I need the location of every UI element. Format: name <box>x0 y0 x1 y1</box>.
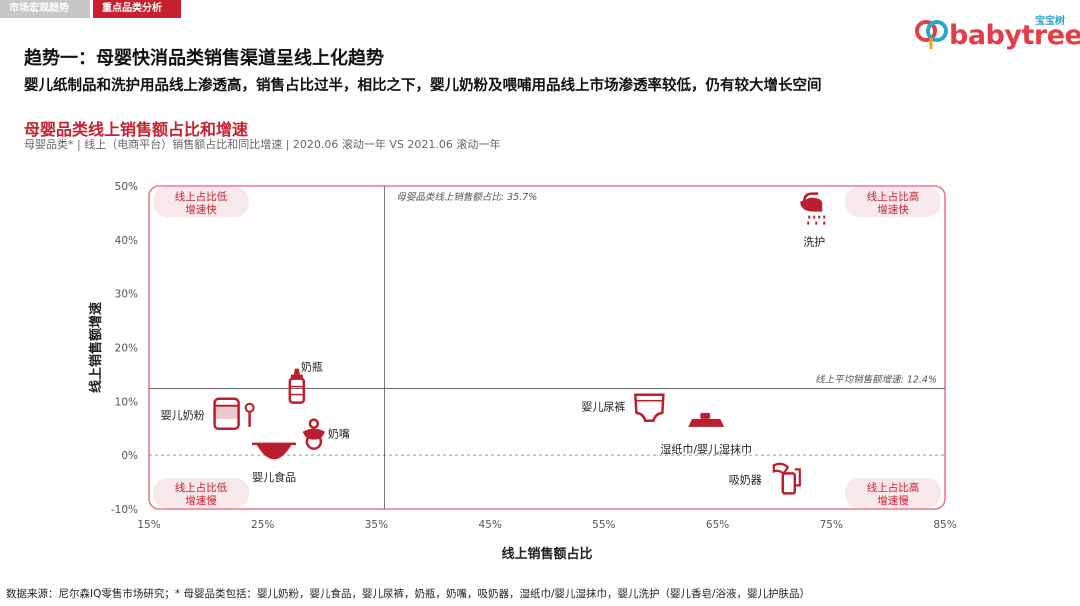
footer-source-note: 数据来源：尼尔森IQ零售市场研究；* 母婴品类包括：婴儿奶粉，婴儿食品，婴儿尿裤… <box>6 588 811 600</box>
top-tab-bar: 市场宏观趋势 重点品类分析 <box>0 0 181 18</box>
x-tick-label: 75% <box>820 519 843 531</box>
quadrant-label-line1: 线上占比低 <box>175 190 228 203</box>
formula-can-icon <box>213 397 255 431</box>
quadrant-pill-top-left <box>153 187 249 217</box>
wipes-icon <box>688 412 725 427</box>
x-tick-label: 65% <box>706 519 729 531</box>
data-point-label: 奶瓶 <box>301 360 323 374</box>
page-headline: 趋势一：母婴快消品类销售渠道呈线上化趋势 <box>24 48 384 69</box>
breast-pump-icon <box>772 462 801 495</box>
data-point-label: 婴儿食品 <box>252 470 296 484</box>
x-tick-label: 35% <box>365 519 388 531</box>
quadrant-label-line1: 线上占比高 <box>867 190 920 203</box>
x-tick-label: 45% <box>478 519 501 531</box>
tab-category-analysis[interactable]: 重点品类分析 <box>93 0 181 18</box>
x-tick-label: 55% <box>592 519 615 531</box>
quadrant-pill-bottom-left <box>153 478 249 508</box>
quadrant-frame <box>148 185 946 510</box>
y-tick-label: 30% <box>115 289 138 301</box>
reference-label-x: 母婴品类线上销售额占比: 35.7% <box>396 192 537 203</box>
x-axis-title: 线上销售额占比 <box>501 546 592 562</box>
quadrant-label-line1: 线上占比低 <box>175 481 228 494</box>
quadrant-pill-bottom-right <box>845 478 941 508</box>
x-tick-label: 25% <box>251 519 274 531</box>
babytree-logo-icon <box>915 20 948 49</box>
tab-market-trends[interactable]: 市场宏观趋势 <box>0 0 90 18</box>
data-point-label: 奶嘴 <box>328 427 350 441</box>
logo-wordmark: babytree <box>949 20 1080 51</box>
quadrant-label-line1: 线上占比高 <box>867 481 920 494</box>
chart-title: 母婴品类线上销售额占比和增速 <box>24 120 249 139</box>
y-tick-label: 40% <box>115 235 138 247</box>
y-tick-label: 0% <box>121 450 138 462</box>
y-tick-label: 10% <box>115 396 138 408</box>
logo-subtext: 宝宝树 <box>1035 16 1065 27</box>
quadrant-label-line2: 增速慢 <box>877 494 909 507</box>
diaper-icon <box>634 393 665 422</box>
page-subheadline: 婴儿纸制品和洗护用品线上渗透高，销售占比过半，相比之下，婴儿奶粉及喂哺用品线上市… <box>24 78 822 94</box>
y-tick-label: 50% <box>115 181 138 193</box>
quadrant-pill-top-right <box>845 187 941 217</box>
data-point-label: 吸奶器 <box>729 472 762 486</box>
pacifier-icon <box>302 418 325 450</box>
y-tick-label: 20% <box>115 343 138 355</box>
quadrant-label-line2: 增速快 <box>877 203 909 216</box>
x-tick-label: 15% <box>137 519 160 531</box>
babytree-logo: babytree 宝宝树 <box>915 12 1080 56</box>
data-point-label: 婴儿尿裤 <box>581 400 625 414</box>
data-point-label: 湿纸巾/婴儿湿抹巾 <box>660 442 752 456</box>
food-bowl-icon <box>252 442 297 460</box>
data-point-label: 婴儿奶粉 <box>161 408 205 422</box>
data-point-label: 洗护 <box>803 235 825 249</box>
quadrant-label-line2: 增速慢 <box>185 494 217 507</box>
reference-label-y: 线上平均销售额增速: 12.4% <box>815 374 937 385</box>
shower-icon <box>800 192 826 225</box>
chart-subtitle: 母婴品类* | 线上（电商平台）销售额占比和同比增速 | 2020.06 滚动一… <box>24 138 501 151</box>
y-axis-title: 线上销售额增速 <box>88 302 104 393</box>
y-tick-label: -10% <box>111 504 138 516</box>
quadrant-label-line2: 增速快 <box>185 203 217 216</box>
baby-bottle-icon <box>288 368 306 404</box>
x-tick-label: 85% <box>933 519 956 531</box>
